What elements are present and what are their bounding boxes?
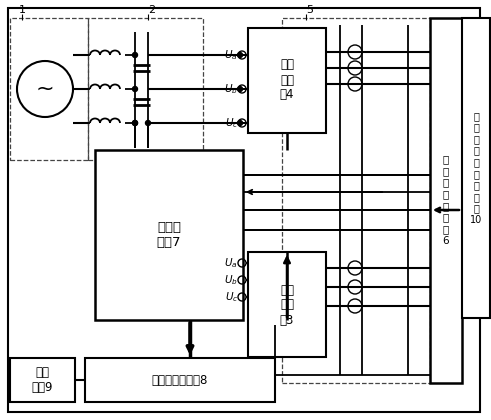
Text: 5: 5 [306, 5, 313, 15]
Bar [282, 18, 430, 383]
Circle shape [238, 87, 243, 92]
Text: 2: 2 [148, 5, 156, 15]
Circle shape [133, 52, 137, 58]
Text: $U_a$: $U_a$ [224, 48, 238, 62]
Text: 开关功率放大器8: 开关功率放大器8 [152, 373, 208, 386]
Circle shape [133, 87, 137, 92]
Bar [10, 18, 88, 160]
Bar [248, 252, 326, 357]
Circle shape [238, 121, 243, 126]
Text: $U_c$: $U_c$ [224, 116, 238, 130]
Text: 电
机
电
源
驱
动
控
制
器
10: 电 机 电 源 驱 动 控 制 器 10 [470, 111, 482, 225]
Bar [88, 18, 203, 160]
Bar [248, 28, 326, 133]
Text: $U_c$: $U_c$ [224, 290, 238, 304]
Circle shape [238, 52, 243, 58]
Bar [95, 150, 243, 320]
Text: 矩阵
变换
器4: 矩阵 变换 器4 [280, 58, 294, 102]
Bar [430, 18, 462, 383]
Text: $U_a$: $U_a$ [224, 256, 238, 270]
Text: $U_b$: $U_b$ [224, 82, 238, 96]
Circle shape [133, 121, 137, 126]
Bar [85, 358, 275, 402]
Text: 矩阵
变换
器3: 矩阵 变换 器3 [280, 284, 294, 326]
Circle shape [145, 121, 151, 126]
Text: 五
自
由
度
电
主
轴
6: 五 自 由 度 电 主 轴 6 [443, 155, 449, 246]
Bar [462, 18, 490, 318]
Circle shape [133, 121, 137, 126]
Text: 直流
电源9: 直流 电源9 [31, 366, 53, 394]
Text: 1: 1 [19, 5, 26, 15]
Text: 驱动控
制器7: 驱动控 制器7 [157, 221, 181, 249]
Text: ~: ~ [36, 79, 55, 99]
Text: $U_b$: $U_b$ [224, 273, 238, 287]
Bar [10, 358, 75, 402]
